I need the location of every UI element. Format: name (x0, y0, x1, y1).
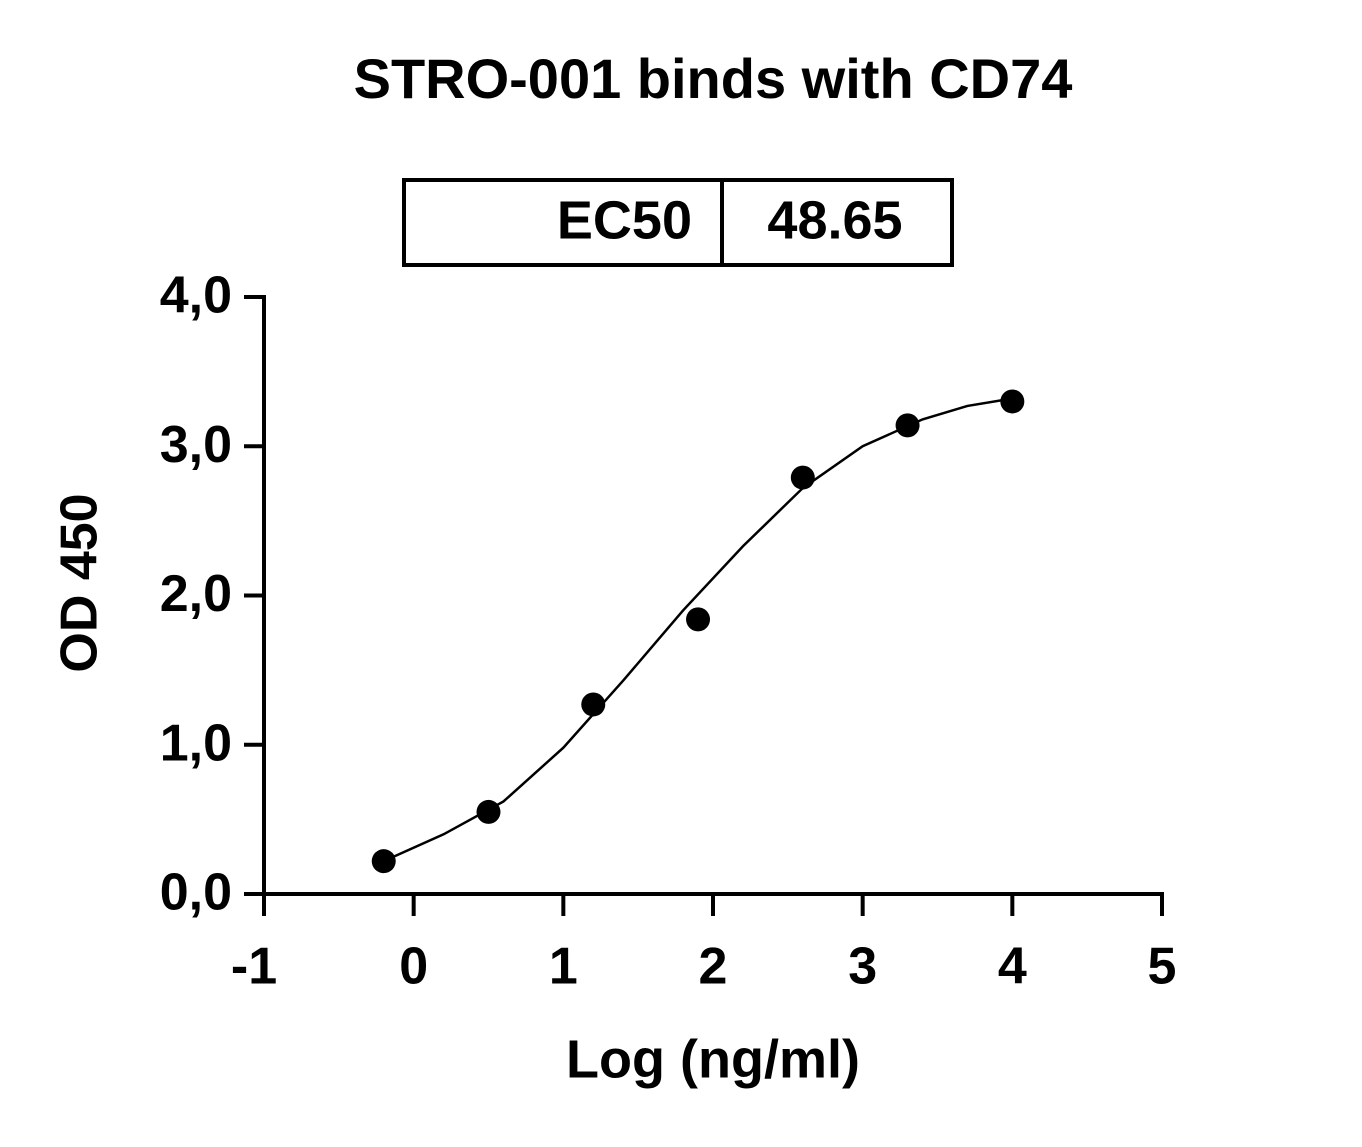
data-point (1000, 389, 1025, 414)
fit-curve (383, 397, 1013, 863)
chart-title: STRO-001 binds with CD74 (354, 47, 1073, 110)
data-point (686, 607, 711, 632)
x-tick-label: 4 (998, 938, 1027, 996)
x-tick-label: 5 (1148, 938, 1177, 996)
y-axis-label: OD 450 (51, 493, 109, 672)
x-tick-label: -1 (231, 938, 277, 996)
ec50-box (402, 178, 954, 267)
data-point (476, 799, 501, 824)
x-axis-label: Log (ng/ml) (566, 1029, 860, 1089)
y-tick-label: 4,0 (160, 267, 232, 325)
x-tick-label: 3 (848, 938, 877, 996)
data-point (581, 692, 606, 717)
y-tick-label: 1,0 (160, 714, 232, 772)
ec50-value: 48.65 (767, 190, 902, 250)
x-tick-label: 2 (699, 938, 728, 996)
ec50-label: EC50 (557, 190, 692, 250)
x-tick-label: 1 (549, 938, 578, 996)
x-tick-label: 0 (399, 938, 428, 996)
y-tick-label: 2,0 (160, 565, 232, 623)
y-tick-label: 0,0 (160, 864, 232, 922)
data-point (790, 465, 815, 490)
y-tick-label: 3,0 (160, 416, 232, 474)
